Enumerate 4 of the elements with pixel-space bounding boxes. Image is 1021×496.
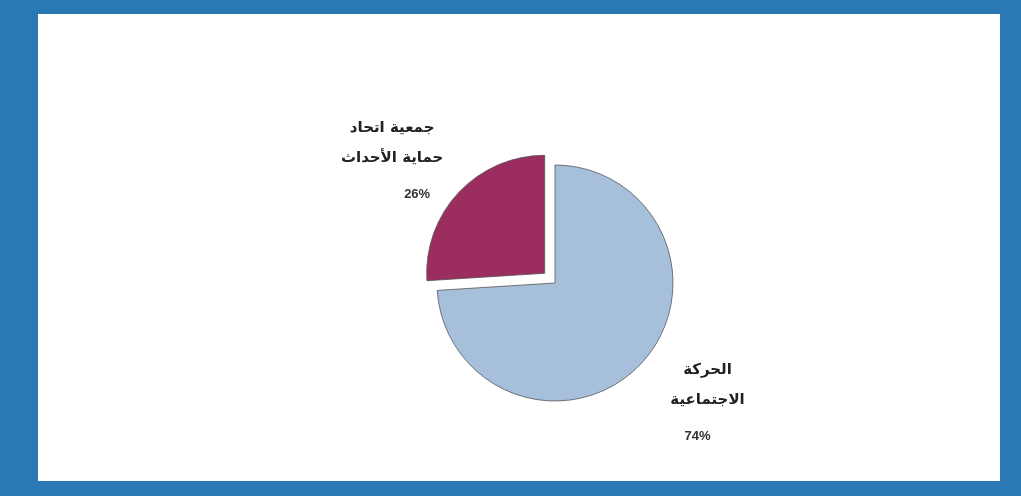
data-label: 26%	[404, 186, 431, 202]
slice-label: الحركة الاجتماعية	[670, 359, 745, 408]
data-label: 74%	[684, 427, 711, 443]
slice-label: جمعية اتحاد حماية الأحداث	[340, 118, 444, 167]
